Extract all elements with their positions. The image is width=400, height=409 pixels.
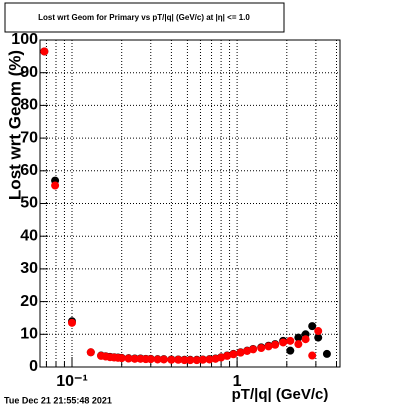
y-axis-label: Lost wrt Geom (%) (5, 50, 24, 200)
y-tick-label: 30 (20, 260, 38, 277)
y-tick-label: 0 (29, 358, 38, 375)
data-point (249, 345, 258, 354)
data-point (159, 355, 168, 364)
data-point (264, 342, 273, 351)
y-tick-label: 100 (11, 31, 38, 48)
y-tick-label: 50 (20, 195, 38, 212)
y-tick-label: 70 (20, 129, 38, 146)
data-point (40, 47, 49, 56)
data-point (205, 355, 214, 364)
data-point (229, 350, 238, 359)
data-point (124, 354, 133, 363)
timestamp: Tue Dec 21 21:55:48 2021 (4, 395, 112, 405)
y-tick-label: 60 (20, 162, 38, 179)
data-point (153, 355, 162, 364)
data-point (51, 181, 60, 190)
data-point (314, 333, 323, 342)
data-point (67, 318, 76, 327)
data-point (146, 355, 155, 364)
data-point (117, 354, 126, 363)
data-point (86, 348, 95, 357)
data-point (198, 355, 207, 364)
data-point (167, 355, 176, 364)
data-point (308, 322, 317, 331)
data-point (180, 356, 189, 365)
x-tick-label: 1 (233, 373, 242, 390)
y-tick-label: 90 (20, 64, 38, 81)
data-point (314, 327, 323, 336)
x-axis-label: pT/|q| (GeV/c) (232, 386, 329, 403)
data-point (286, 346, 295, 355)
title-box (4, 2, 285, 33)
data-point (308, 351, 317, 360)
data-point (186, 356, 195, 365)
data-point (236, 348, 245, 357)
chart-title: Lost wrt Geom for Primary vs pT/|q| (GeV… (38, 13, 250, 22)
data-point (217, 353, 226, 362)
data-point (192, 356, 201, 365)
data-point (286, 336, 295, 345)
data-point (223, 351, 232, 360)
data-point (257, 344, 266, 353)
y-tick-label: 10 (20, 326, 38, 343)
data-point (174, 355, 183, 364)
data-point (130, 354, 139, 363)
y-tick-label: 20 (20, 293, 38, 310)
y-tick-label: 80 (20, 97, 38, 114)
data-point (301, 335, 310, 344)
data-point (271, 340, 280, 349)
data-point (294, 340, 303, 349)
data-point (294, 333, 303, 342)
data-point (322, 349, 331, 358)
data-point (279, 338, 288, 347)
y-tick-label: 40 (20, 227, 38, 244)
x-tick-label: 10⁻¹ (56, 373, 88, 390)
